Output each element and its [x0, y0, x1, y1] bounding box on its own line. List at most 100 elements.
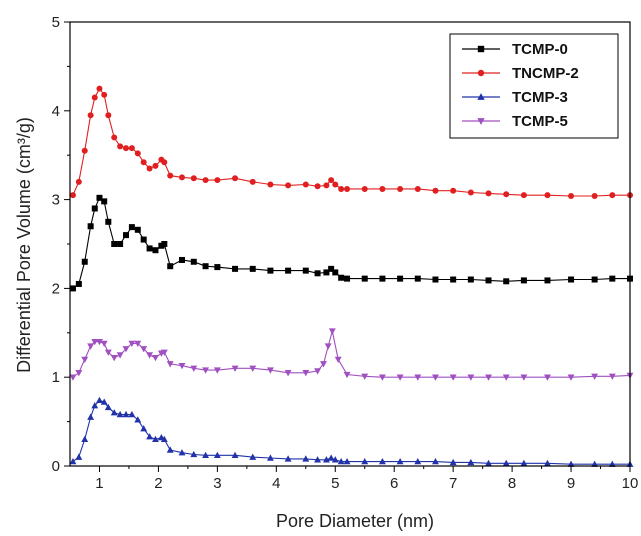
data-point — [202, 263, 209, 270]
data-point — [378, 457, 386, 465]
data-point — [467, 374, 475, 381]
data-point — [96, 194, 103, 201]
data-point — [69, 374, 77, 381]
data-point — [396, 457, 404, 465]
axes: 1 2 3 4 5 6 7 8 9 10 0 1 2 3 4 5 — [52, 14, 639, 492]
data-point — [91, 338, 99, 346]
series-tcmp-0 — [69, 194, 633, 292]
data-point — [116, 410, 124, 418]
data-point — [332, 181, 339, 188]
data-point — [167, 172, 174, 179]
data-point — [361, 457, 369, 465]
data-point — [467, 276, 474, 283]
data-point — [485, 374, 492, 381]
y-tick-label: 0 — [52, 458, 60, 475]
data-point — [232, 265, 239, 272]
data-point — [344, 185, 351, 192]
data-point — [567, 460, 575, 467]
data-point — [324, 343, 332, 350]
data-point — [485, 190, 492, 197]
data-point — [75, 370, 83, 377]
data-point — [314, 270, 321, 277]
data-point — [128, 224, 135, 231]
data-point — [414, 457, 422, 465]
data-point — [432, 187, 439, 194]
data-point — [161, 159, 168, 166]
data-point — [96, 338, 103, 346]
data-point — [302, 370, 310, 377]
data-point — [146, 245, 153, 252]
data-point — [344, 275, 351, 282]
data-point — [520, 459, 528, 467]
data-point — [91, 205, 98, 212]
data-point — [414, 185, 421, 192]
data-point — [266, 367, 274, 374]
data-point — [167, 263, 174, 270]
x-axis-title: Pore Diameter (nm) — [276, 511, 434, 531]
data-point — [140, 236, 147, 243]
data-point — [503, 191, 510, 198]
data-point — [266, 454, 274, 461]
legend: TCMP-0 TNCMP-2 TCMP-3 TCMP-5 — [449, 33, 619, 139]
data-point — [609, 192, 616, 199]
data-point — [332, 269, 339, 276]
series-tcmp-3 — [69, 396, 634, 467]
y-axis-title: Differential Pore Volume (cm³/g) — [14, 117, 34, 373]
data-point — [249, 453, 257, 460]
data-point — [302, 455, 310, 462]
data-point — [414, 374, 422, 381]
data-point — [123, 232, 129, 239]
data-point — [361, 185, 368, 192]
data-point — [467, 458, 475, 466]
data-point — [128, 340, 136, 348]
data-point — [152, 435, 159, 443]
data-point — [334, 356, 342, 364]
data-point — [591, 193, 598, 200]
data-point — [213, 451, 221, 459]
legend-label: TNCMP-2 — [512, 65, 579, 82]
data-point — [152, 162, 159, 169]
x-tick-label: 3 — [213, 475, 221, 492]
data-point — [432, 276, 439, 283]
data-point — [396, 374, 404, 381]
data-point — [111, 134, 118, 141]
data-point — [591, 276, 598, 283]
legend-label: TCMP-0 — [512, 41, 568, 58]
data-point — [328, 328, 336, 335]
data-point — [134, 226, 141, 233]
data-point — [544, 277, 551, 284]
data-point — [338, 274, 345, 281]
data-point — [285, 182, 292, 189]
data-point — [314, 368, 322, 375]
data-point — [249, 265, 256, 272]
data-point — [87, 343, 95, 350]
data-point — [328, 177, 335, 184]
data-point — [378, 374, 386, 381]
data-point — [152, 247, 159, 254]
data-point — [75, 453, 83, 460]
data-point — [320, 361, 327, 368]
data-point — [267, 267, 274, 274]
data-point — [146, 165, 153, 172]
data-point — [110, 409, 118, 416]
data-point — [467, 189, 474, 196]
y-tick-label: 2 — [52, 280, 60, 297]
data-point — [331, 456, 339, 463]
data-point — [134, 340, 142, 348]
data-point — [190, 175, 197, 182]
data-point — [178, 449, 186, 456]
data-point — [249, 178, 256, 185]
data-point — [322, 456, 330, 463]
data-point — [105, 218, 112, 225]
data-point — [544, 374, 551, 381]
data-point — [502, 374, 510, 381]
data-point — [361, 373, 369, 380]
x-tick-label: 5 — [331, 475, 339, 492]
x-tick-label: 4 — [272, 475, 280, 492]
data-point — [567, 374, 575, 381]
data-point — [328, 265, 335, 272]
data-point — [146, 352, 154, 359]
x-tick-label: 8 — [508, 475, 516, 492]
data-point — [544, 192, 551, 199]
data-point — [87, 413, 95, 420]
